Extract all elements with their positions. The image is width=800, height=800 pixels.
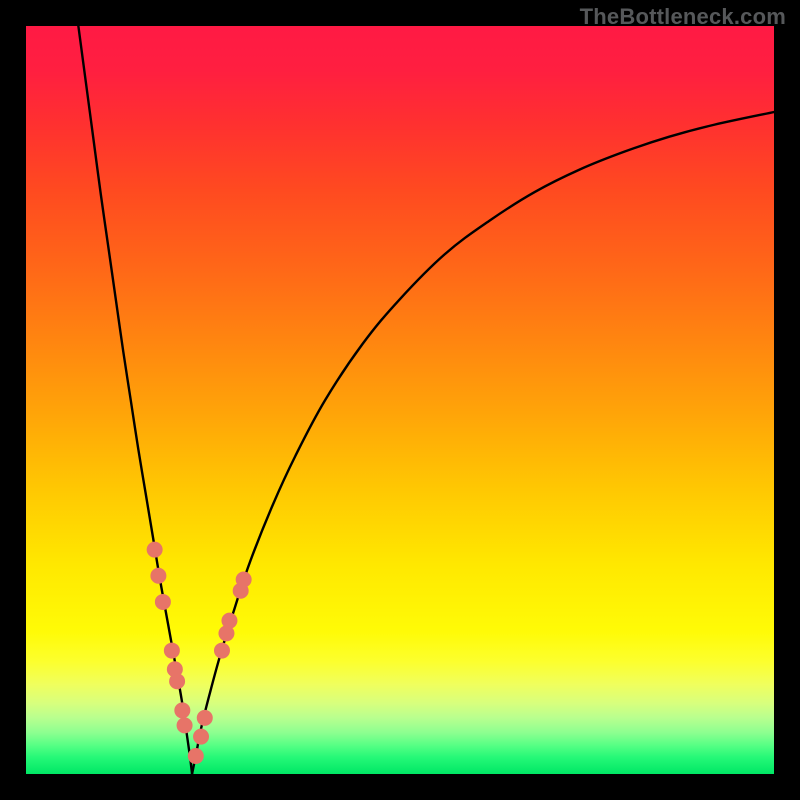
data-marker <box>155 594 170 609</box>
data-marker <box>194 729 209 744</box>
data-marker <box>214 643 229 658</box>
data-marker <box>170 674 185 689</box>
data-marker <box>188 749 203 764</box>
plot-area <box>26 26 774 774</box>
data-marker <box>164 643 179 658</box>
data-marker <box>177 718 192 733</box>
data-marker <box>197 710 212 725</box>
data-marker <box>151 568 166 583</box>
data-marker <box>147 542 162 557</box>
data-marker <box>175 703 190 718</box>
curve-right <box>192 112 774 774</box>
data-marker <box>222 613 237 628</box>
chart-svg <box>26 26 774 774</box>
data-marker <box>236 572 251 587</box>
watermark-text: TheBottleneck.com <box>580 4 786 30</box>
